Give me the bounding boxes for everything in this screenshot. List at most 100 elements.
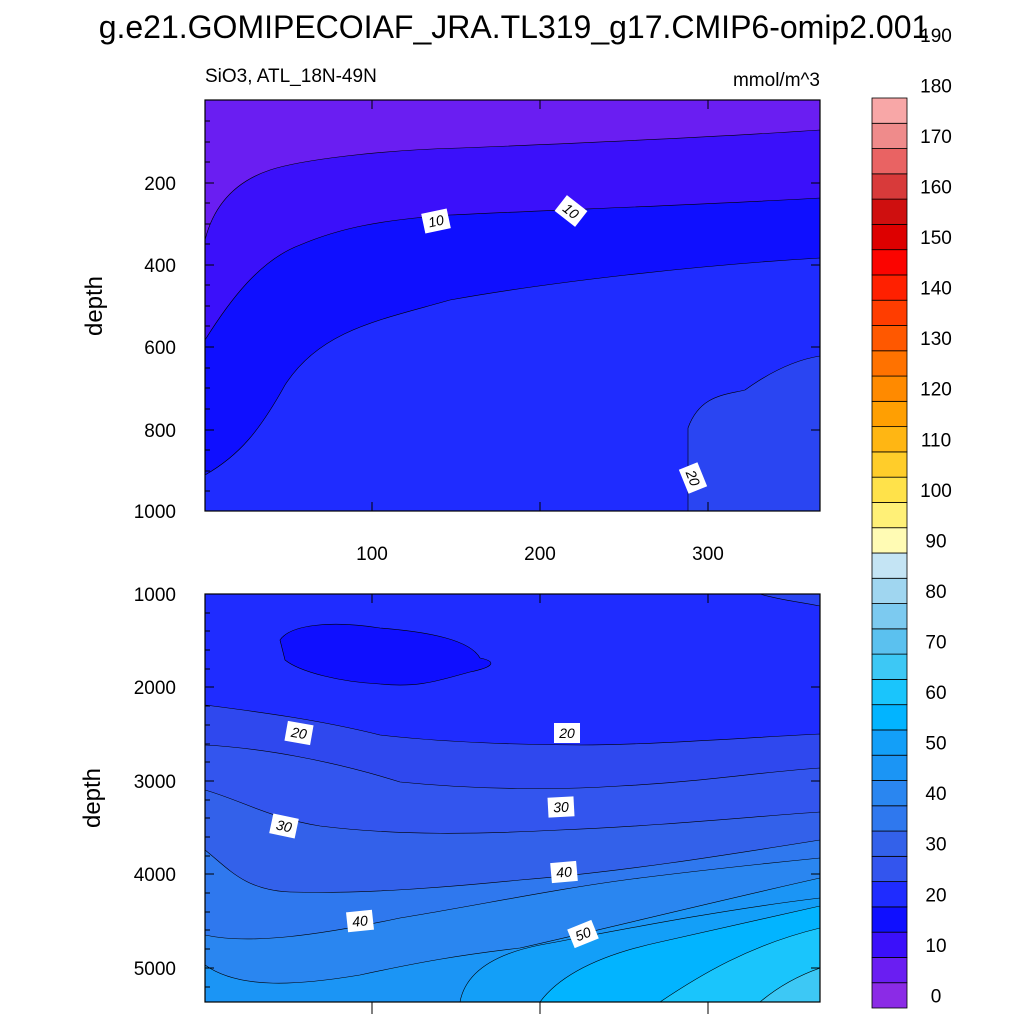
colorbar-box (871, 173, 908, 200)
colorbar-box (871, 198, 908, 225)
y-tick-label: 1000 (134, 502, 176, 523)
y-tick-label: 5000 (134, 959, 176, 980)
y-tick-label: 600 (144, 338, 176, 359)
upper-y-ticks (205, 120, 820, 492)
colorbar-box (871, 982, 908, 1009)
colorbar-box (871, 451, 908, 478)
colorbar-label: 100 (920, 481, 952, 502)
colorbar-label: 50 (925, 734, 946, 755)
colorbar-label: 160 (920, 178, 952, 199)
colorbar-label: 30 (925, 835, 946, 856)
colorbar-box (871, 148, 908, 175)
colorbar-label: 20 (925, 885, 946, 906)
colorbar-label: 180 (920, 76, 952, 97)
upper-y-tick-labels: 200 400 600 800 1000 (134, 174, 176, 523)
colorbar-box (871, 552, 908, 579)
colorbar-label: 0 (931, 986, 942, 1007)
colorbar-box (871, 502, 908, 529)
colorbar-box (871, 729, 908, 756)
lower-panel (205, 594, 820, 1002)
colorbar-label: 60 (925, 683, 946, 704)
colorbar-box (871, 476, 908, 503)
lower-contour-labels: 20 20 30 30 40 40 50 (269, 720, 599, 949)
colorbar-label: 70 (925, 633, 946, 654)
colorbar-box (871, 274, 908, 301)
colorbar-box (871, 754, 908, 781)
contour-band-25-30 (687, 355, 820, 511)
contour-label-box (269, 813, 299, 839)
contour-band-20-25 (205, 257, 820, 511)
y-tick-label: 200 (144, 174, 176, 195)
colorbar-box (871, 653, 908, 680)
colorbar-label: 110 (921, 430, 951, 451)
colorbar-box (871, 855, 908, 883)
y-tick-label: 800 (144, 421, 176, 442)
y-tick-label: 400 (144, 256, 176, 277)
lower-y-ticks (205, 612, 820, 988)
lower-plot-frame (204, 593, 821, 1003)
contour-label: 20 (682, 467, 703, 489)
colorbar-box (871, 400, 908, 428)
colorbar-box (871, 350, 908, 377)
contour-band-10-15 (279, 623, 492, 686)
colorbar-label: 90 (925, 531, 946, 552)
x-tick-label: 200 (524, 544, 556, 565)
colorbar-label: 40 (925, 784, 946, 805)
lower-y-tick-labels: 1000 2000 3000 4000 5000 (134, 585, 176, 980)
colorbar-box (871, 325, 908, 352)
y-tick-label: 3000 (134, 772, 176, 793)
contour-label-box (421, 208, 451, 234)
contour-label-box (554, 723, 580, 743)
contour-label-box (346, 909, 374, 933)
contour-label-box (550, 860, 578, 884)
x-tick-label: 100 (356, 544, 388, 565)
colorbar-box (871, 375, 908, 402)
colorbar-label: 130 (920, 329, 952, 350)
colorbar-box (871, 299, 908, 326)
colorbar-label: 190 (920, 26, 952, 47)
colorbar-box (871, 805, 908, 832)
colorbar-box (871, 881, 908, 908)
lower-y-axis-label: depth (79, 768, 106, 828)
contour-label: 30 (275, 817, 294, 836)
colorbar-box (871, 527, 908, 554)
panel-subtitle-left: SiO3, ATL_18N-49N (205, 66, 377, 87)
contour-label: 10 (427, 212, 446, 231)
colorbar-label: 10 (925, 936, 946, 957)
colorbar-box (871, 704, 908, 731)
contour-label-box (678, 462, 708, 494)
y-tick-label: 1000 (134, 585, 176, 606)
colorbar-box (871, 122, 908, 149)
colorbar-box (871, 249, 908, 276)
contour-label: 40 (556, 863, 573, 880)
contour-label: 20 (558, 725, 575, 741)
lower-x-ticks (371, 594, 709, 1014)
colorbar-box (871, 957, 908, 984)
colorbar-box (871, 603, 908, 630)
upper-x-ticks (371, 100, 709, 511)
contour-label: 30 (553, 799, 570, 816)
upper-contour-labels: 10 10 20 (421, 195, 708, 494)
contour-label: 20 (289, 724, 308, 743)
contour-label: 50 (573, 924, 594, 945)
y-tick-label: 4000 (134, 865, 176, 886)
figure-title: g.e21.GOMIPECOIAF_JRA.TL319_g17.CMIP6-om… (99, 9, 930, 45)
contour-band-20-edge (759, 594, 820, 607)
colorbar-label: 170 (920, 127, 952, 148)
contour-label-box (567, 919, 599, 949)
y-tick-label: 2000 (134, 678, 176, 699)
colorbar-label: 150 (920, 228, 952, 249)
contour-label: 40 (351, 912, 368, 930)
colorbar-label: 140 (920, 279, 952, 300)
contour-label-box (547, 796, 575, 818)
colorbar-label: 80 (925, 582, 946, 603)
colorbar-box (871, 830, 908, 857)
colorbar-box (871, 426, 908, 453)
colorbar-box (871, 678, 908, 706)
colorbar-labels: 0 10 20 30 40 50 60 70 80 90 100 110 120 130 140 150 160… (920, 26, 952, 1008)
x-tick-label: 300 (692, 544, 724, 565)
colorbar-box (871, 780, 908, 807)
upper-x-tick-labels: 100 200 300 (356, 544, 724, 565)
panel-subtitle-units: mmol/m^3 (733, 70, 820, 91)
